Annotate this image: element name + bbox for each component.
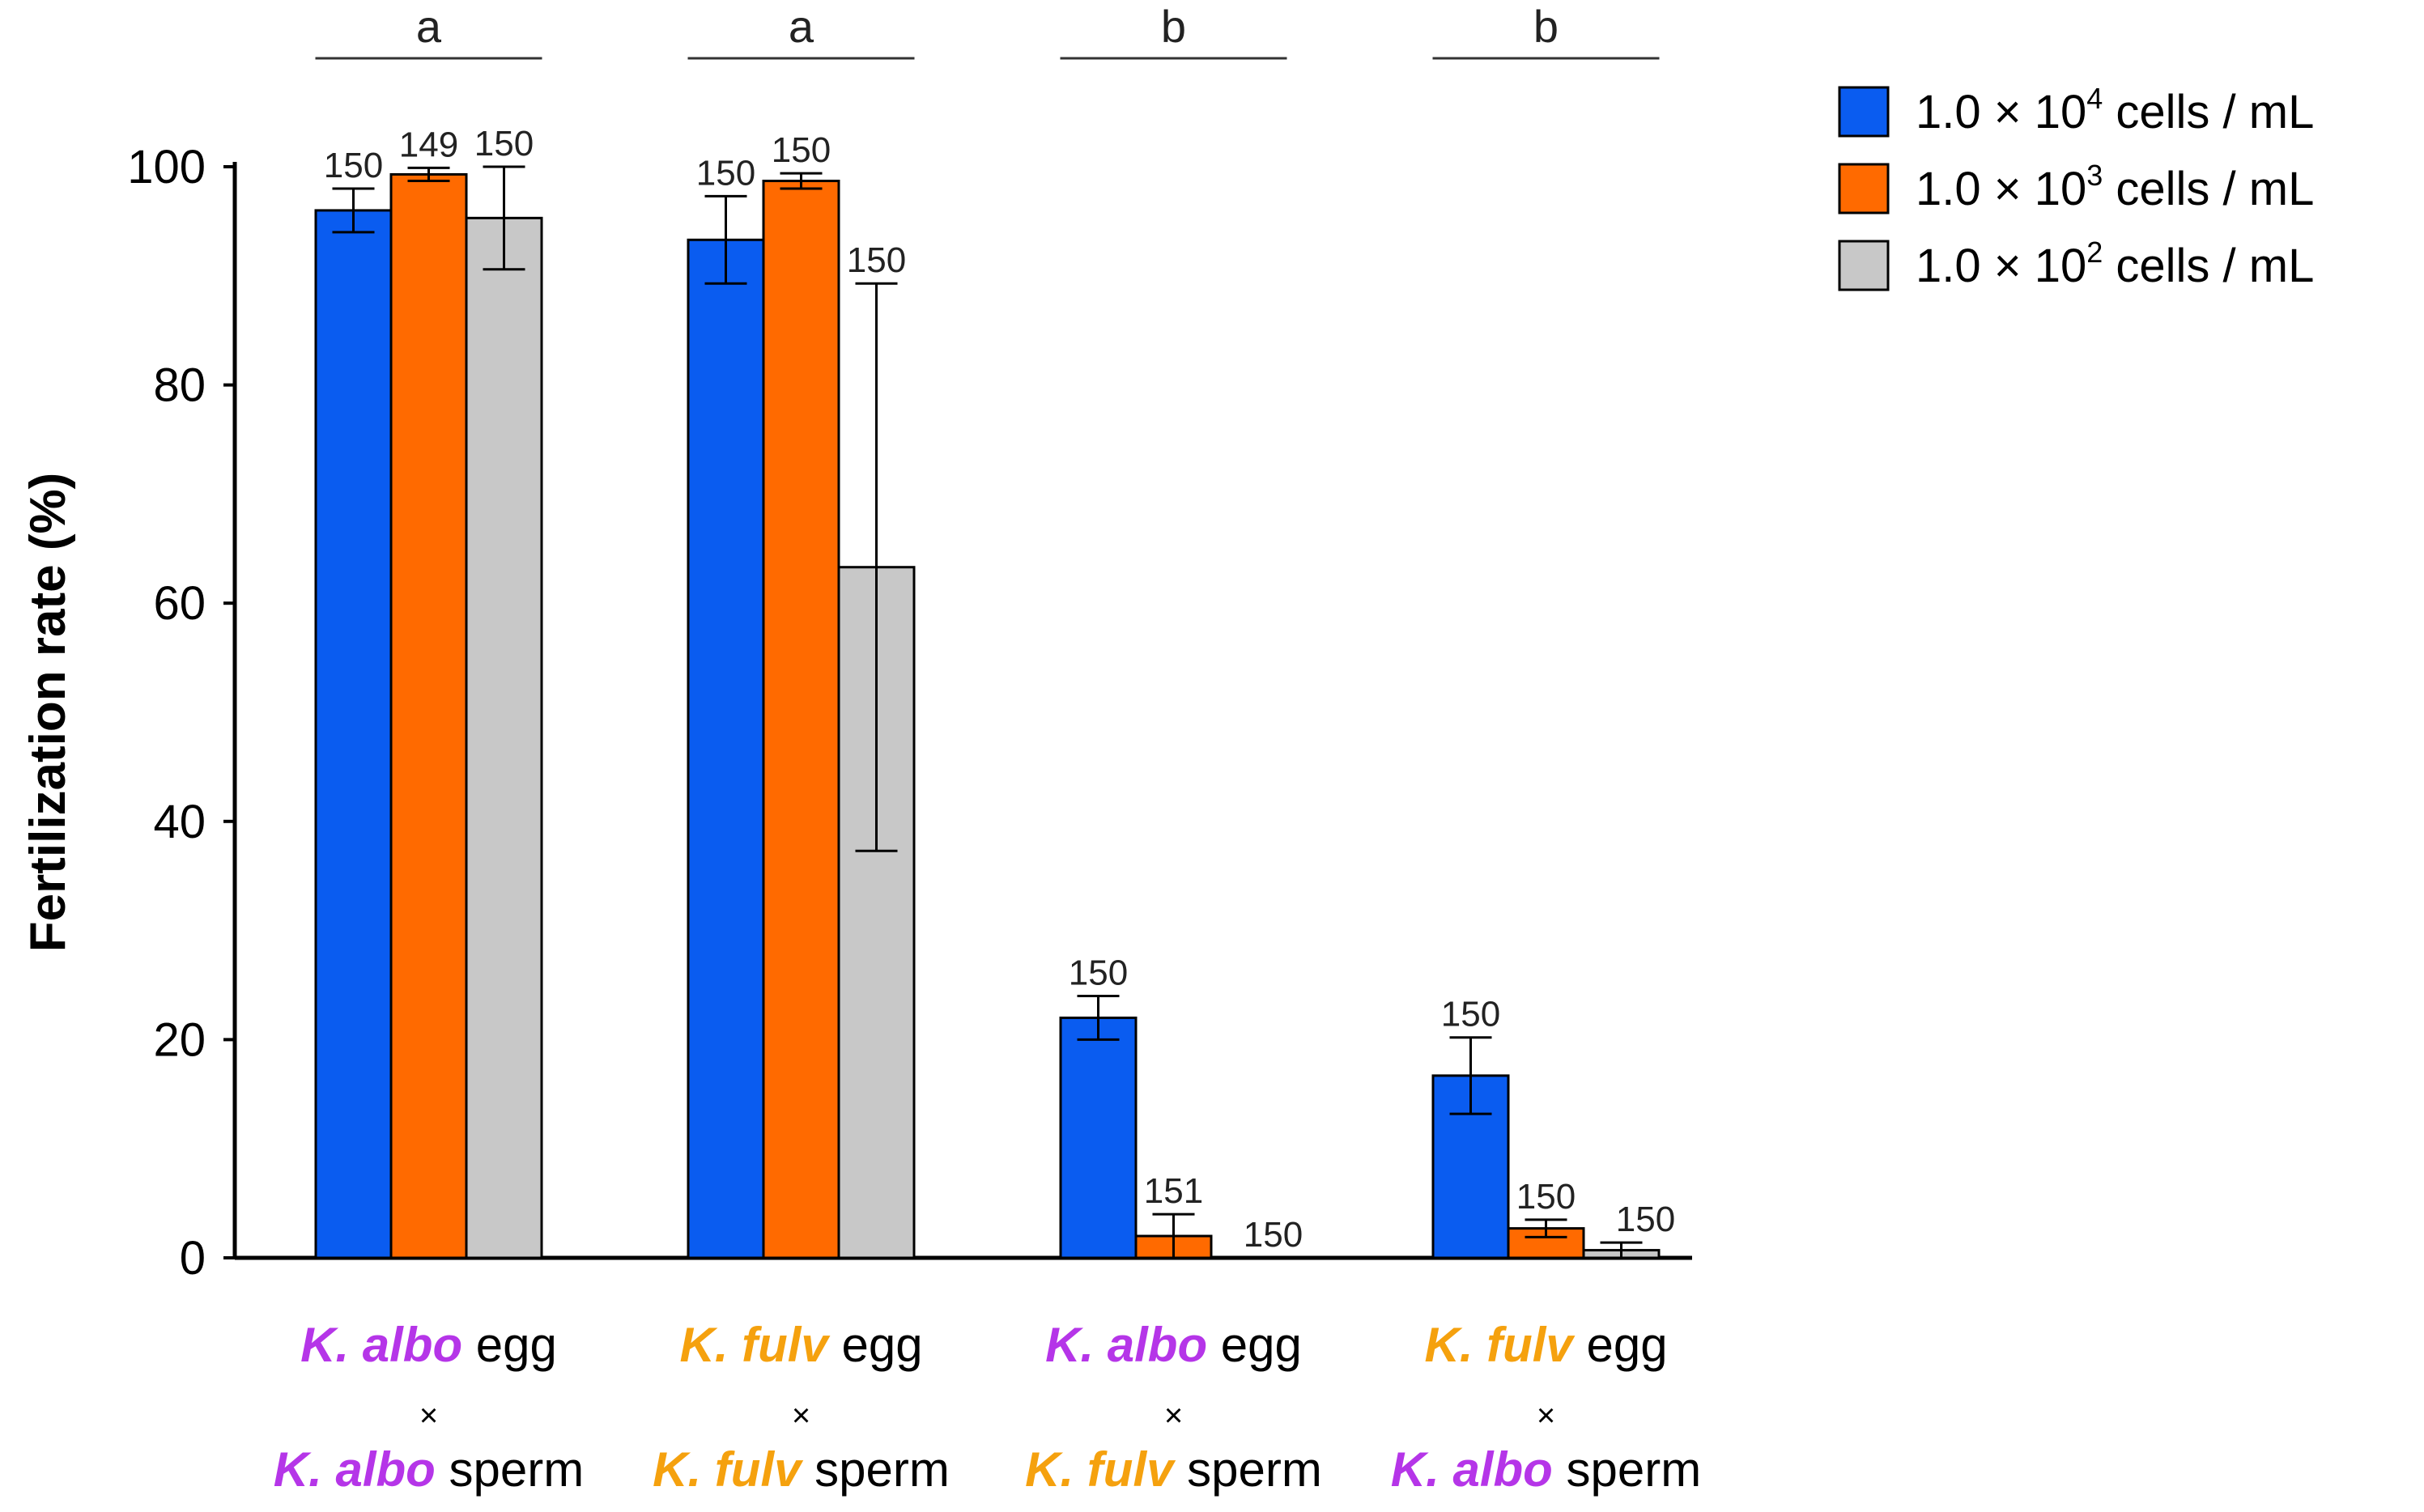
y-tick-label: 0 xyxy=(180,1232,206,1285)
sperm-word: sperm xyxy=(1553,1442,1701,1497)
legend-entry: 1.0 × 104 cells / mL xyxy=(1916,82,2314,138)
sperm-species: K. fulv xyxy=(653,1442,804,1497)
legend-main: 1.0 × 10 xyxy=(1916,240,2086,292)
category-egg-label: K. albo egg xyxy=(1045,1318,1302,1372)
sample-size-label: 150 xyxy=(1616,1200,1675,1239)
y-axis-title: Fertilization rate (%) xyxy=(20,473,76,953)
bar xyxy=(1059,1016,1138,1259)
category-cross: × xyxy=(792,1398,810,1433)
legend-swatch xyxy=(1838,86,1890,138)
egg-word: egg xyxy=(828,1318,923,1372)
category-sperm-label: K. fulv sperm xyxy=(1025,1442,1322,1497)
legend-exponent: 4 xyxy=(2086,82,2103,115)
category-sperm-label: K. fulv sperm xyxy=(653,1442,950,1497)
sperm-word: sperm xyxy=(436,1442,584,1497)
legend-exponent: 2 xyxy=(2086,236,2103,269)
sample-size-label: 150 xyxy=(324,146,383,185)
legend-unit: cells / mL xyxy=(2103,86,2314,138)
sample-size-label: 150 xyxy=(474,124,534,164)
sample-size-label: 150 xyxy=(696,153,755,193)
bar xyxy=(465,216,543,1259)
legend-main: 1.0 × 10 xyxy=(1916,86,2086,138)
legend-entry: 1.0 × 103 cells / mL xyxy=(1916,159,2314,215)
y-tick-label: 80 xyxy=(153,359,206,412)
bar xyxy=(687,238,765,1259)
egg-species: K. fulv xyxy=(1424,1318,1576,1372)
legend-exponent: 3 xyxy=(2086,159,2103,192)
bar xyxy=(389,172,468,1259)
y-tick-label: 60 xyxy=(153,577,206,630)
egg-word: egg xyxy=(1207,1318,1302,1372)
category-sperm-label: K. albo sperm xyxy=(1391,1442,1701,1497)
legend-unit: cells / mL xyxy=(2103,163,2314,215)
category-cross: × xyxy=(1537,1398,1555,1433)
sperm-word: sperm xyxy=(801,1442,949,1497)
significance-letter: a xyxy=(789,1,814,52)
sample-size-label: 150 xyxy=(1516,1177,1576,1217)
significance-letter: b xyxy=(1161,1,1186,52)
bar xyxy=(314,209,393,1259)
legend-swatch xyxy=(1838,163,1890,214)
egg-species: K. albo xyxy=(300,1318,462,1372)
category-egg-label: K. albo egg xyxy=(300,1318,557,1372)
category-egg-label: K. fulv egg xyxy=(679,1318,922,1372)
legend-entry: 1.0 × 102 cells / mL xyxy=(1916,236,2314,292)
category-cross: × xyxy=(1164,1398,1183,1433)
y-tick-label: 20 xyxy=(153,1013,206,1066)
axes: 0 20 40 60 80 100 Fertilization rate (%) xyxy=(20,141,1692,1285)
egg-species: K. fulv xyxy=(679,1318,831,1372)
legend: 1.0 × 104 cells / mL1.0 × 103 cells / mL… xyxy=(1838,82,2314,292)
sample-size-label: 150 xyxy=(1244,1215,1303,1255)
sample-size-label: 149 xyxy=(399,125,458,164)
legend-unit: cells / mL xyxy=(2103,240,2314,292)
legend-main: 1.0 × 10 xyxy=(1916,163,2086,215)
egg-word: egg xyxy=(462,1318,557,1372)
significance-letter: b xyxy=(1533,1,1559,52)
labels: 150 149 150 a K. albo egg × K. albo sperm 150 15… xyxy=(274,1,1701,1497)
bar xyxy=(762,180,840,1259)
sample-size-label: 150 xyxy=(847,240,906,280)
sample-size-label: 150 xyxy=(1069,953,1128,992)
bars xyxy=(314,165,1661,1259)
y-tick-label: 40 xyxy=(153,796,206,848)
y-tick-label: 100 xyxy=(127,141,206,193)
egg-word: egg xyxy=(1573,1318,1668,1372)
category-cross: × xyxy=(419,1398,438,1433)
category-sperm-label: K. albo sperm xyxy=(274,1442,584,1497)
sample-size-label: 150 xyxy=(1441,995,1500,1034)
sample-size-label: 151 xyxy=(1144,1171,1203,1211)
legend-swatch xyxy=(1838,240,1890,291)
sperm-species: K. fulv xyxy=(1025,1442,1176,1497)
sperm-species: K. albo xyxy=(1391,1442,1553,1497)
sperm-word: sperm xyxy=(1173,1442,1321,1497)
egg-species: K. albo xyxy=(1045,1318,1207,1372)
sperm-species: K. albo xyxy=(274,1442,436,1497)
significance-letter: a xyxy=(416,1,442,52)
sample-size-label: 150 xyxy=(772,130,831,170)
category-egg-label: K. fulv egg xyxy=(1424,1318,1667,1372)
